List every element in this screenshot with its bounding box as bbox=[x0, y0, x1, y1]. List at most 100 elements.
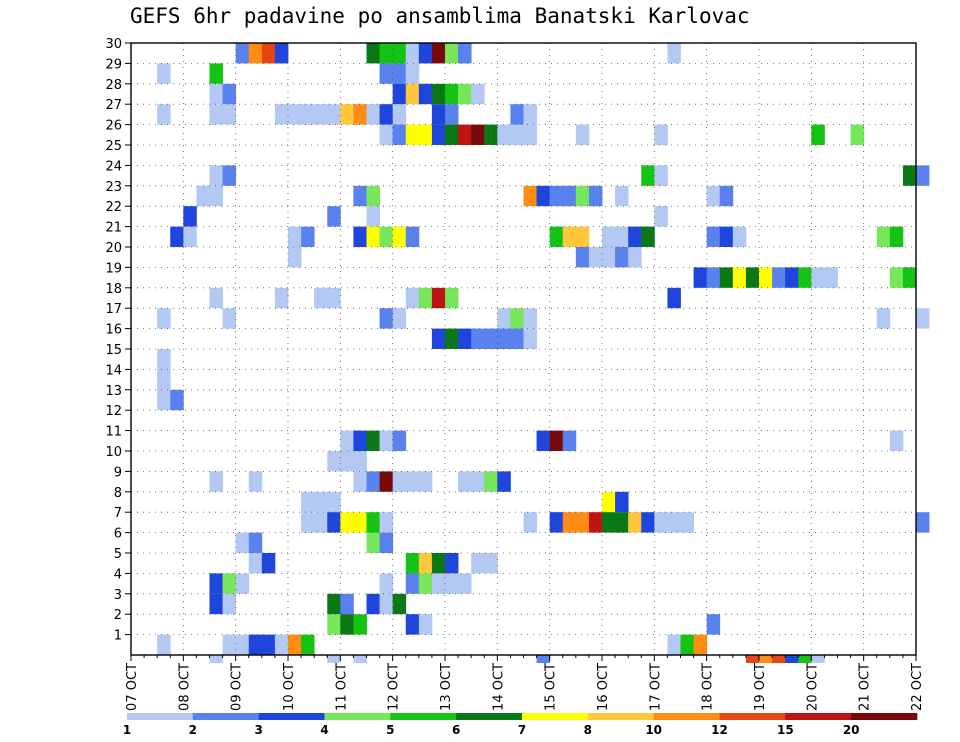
x-tick-label: 16 OCT bbox=[596, 663, 611, 711]
heatmap-cell bbox=[353, 614, 367, 635]
heatmap-cell bbox=[418, 471, 433, 492]
heatmap-cell bbox=[261, 553, 276, 574]
heatmap-cell bbox=[301, 491, 315, 513]
heatmap-cell bbox=[379, 512, 394, 533]
heatmap-cell bbox=[235, 532, 250, 553]
heatmap-cell bbox=[327, 287, 341, 309]
heatmap-cell bbox=[366, 593, 380, 615]
y-tick-label: 9 bbox=[114, 465, 122, 480]
heatmap-cell bbox=[902, 267, 917, 288]
heatmap-cell bbox=[588, 512, 603, 533]
heatmap-cell bbox=[366, 226, 380, 247]
heatmap-cell bbox=[628, 247, 642, 268]
heatmap-cell bbox=[418, 124, 433, 145]
heatmap-cell bbox=[536, 185, 551, 207]
heatmap-cell bbox=[772, 267, 786, 288]
heatmap-cell bbox=[301, 634, 315, 655]
colorbar-label: 3 bbox=[254, 723, 262, 737]
heatmap-cell bbox=[824, 267, 838, 288]
y-tick-label: 24 bbox=[105, 159, 122, 174]
colorbar-swatch bbox=[785, 713, 852, 720]
heatmap-cell bbox=[575, 512, 590, 533]
heatmap-cell bbox=[445, 553, 459, 574]
heatmap-cell bbox=[719, 226, 734, 247]
heatmap-cell bbox=[471, 553, 485, 574]
heatmap-cell bbox=[366, 43, 380, 64]
heatmap-cell bbox=[654, 165, 668, 186]
heatmap-cell bbox=[458, 471, 472, 492]
heatmap-cell bbox=[615, 226, 629, 247]
heatmap-cell bbox=[248, 532, 263, 553]
heatmap-cell bbox=[562, 226, 577, 247]
heatmap-cell bbox=[693, 267, 708, 288]
heatmap-cell bbox=[497, 328, 511, 349]
heatmap-cell bbox=[811, 655, 825, 663]
heatmap-cell bbox=[471, 124, 485, 145]
colorbar-label: 7 bbox=[518, 723, 526, 737]
heatmap-cell bbox=[340, 593, 354, 615]
heatmap-cell bbox=[209, 83, 223, 105]
heatmap-cell bbox=[405, 43, 420, 64]
y-tick-label: 18 bbox=[105, 282, 122, 297]
heatmap-cell bbox=[745, 655, 760, 663]
heatmap-cell bbox=[889, 226, 904, 247]
heatmap-cell bbox=[392, 63, 407, 84]
heatmap-cell bbox=[549, 430, 564, 451]
y-tick-label: 19 bbox=[105, 261, 122, 276]
heatmap-cell bbox=[510, 104, 524, 125]
heatmap-cell bbox=[588, 247, 603, 268]
y-tick-label: 4 bbox=[114, 567, 122, 582]
x-tick-label: 08 OCT bbox=[177, 663, 192, 711]
heatmap-cell bbox=[484, 471, 498, 492]
y-tick-label: 6 bbox=[114, 527, 122, 542]
heatmap-cell bbox=[549, 185, 564, 207]
x-tick-label: 21 OCT bbox=[858, 663, 873, 711]
colorbar-swatch bbox=[127, 713, 194, 720]
heatmap-cell bbox=[431, 287, 446, 309]
heatmap-cell bbox=[379, 593, 394, 615]
heatmap-cell bbox=[366, 185, 380, 207]
heatmap-cell bbox=[889, 267, 904, 288]
heatmap-cell bbox=[209, 593, 223, 615]
heatmap-cell bbox=[458, 124, 472, 145]
colorbar-swatch bbox=[851, 713, 918, 720]
heatmap-cell bbox=[209, 287, 223, 309]
heatmap-cell bbox=[157, 634, 171, 655]
colorbar-label: 20 bbox=[843, 723, 860, 737]
heatmap-cell bbox=[693, 634, 708, 655]
heatmap-cell bbox=[157, 349, 171, 370]
heatmap-cell bbox=[458, 43, 472, 64]
heatmap-cell bbox=[248, 471, 263, 492]
heatmap-cell bbox=[641, 512, 655, 533]
colorbar-label: 12 bbox=[711, 723, 728, 737]
heatmap-cell bbox=[575, 124, 590, 145]
heatmap-cell bbox=[615, 247, 629, 268]
heatmap-cell bbox=[405, 614, 420, 635]
y-tick-label: 8 bbox=[114, 486, 122, 501]
colorbar-swatch bbox=[456, 713, 523, 720]
heatmap-cell bbox=[641, 165, 655, 186]
colorbar-label: 6 bbox=[452, 723, 460, 737]
heatmap-cell bbox=[327, 104, 341, 125]
heatmap-cell bbox=[353, 430, 367, 451]
heatmap-cell bbox=[301, 104, 315, 125]
heatmap-cell bbox=[458, 573, 472, 594]
y-tick-label: 26 bbox=[105, 119, 122, 134]
heatmap-cell bbox=[157, 63, 171, 84]
heatmap-cell bbox=[301, 226, 315, 247]
heatmap-cell bbox=[366, 471, 380, 492]
heatmap-cell bbox=[183, 206, 197, 227]
colorbar-label: 8 bbox=[584, 723, 592, 737]
heatmap-cell bbox=[392, 308, 407, 329]
colorbar-label: 4 bbox=[320, 723, 328, 737]
heatmap-cell bbox=[732, 226, 747, 247]
y-tick-label: 7 bbox=[114, 506, 122, 521]
heatmap-cell bbox=[340, 512, 354, 533]
heatmap-cell bbox=[222, 593, 237, 615]
heatmap-cell bbox=[523, 308, 537, 329]
y-tick-label: 11 bbox=[105, 425, 122, 440]
heatmap-cell bbox=[785, 267, 799, 288]
heatmap-cell bbox=[405, 124, 420, 145]
heatmap-cell bbox=[876, 226, 891, 247]
heatmap-cell bbox=[288, 247, 302, 268]
